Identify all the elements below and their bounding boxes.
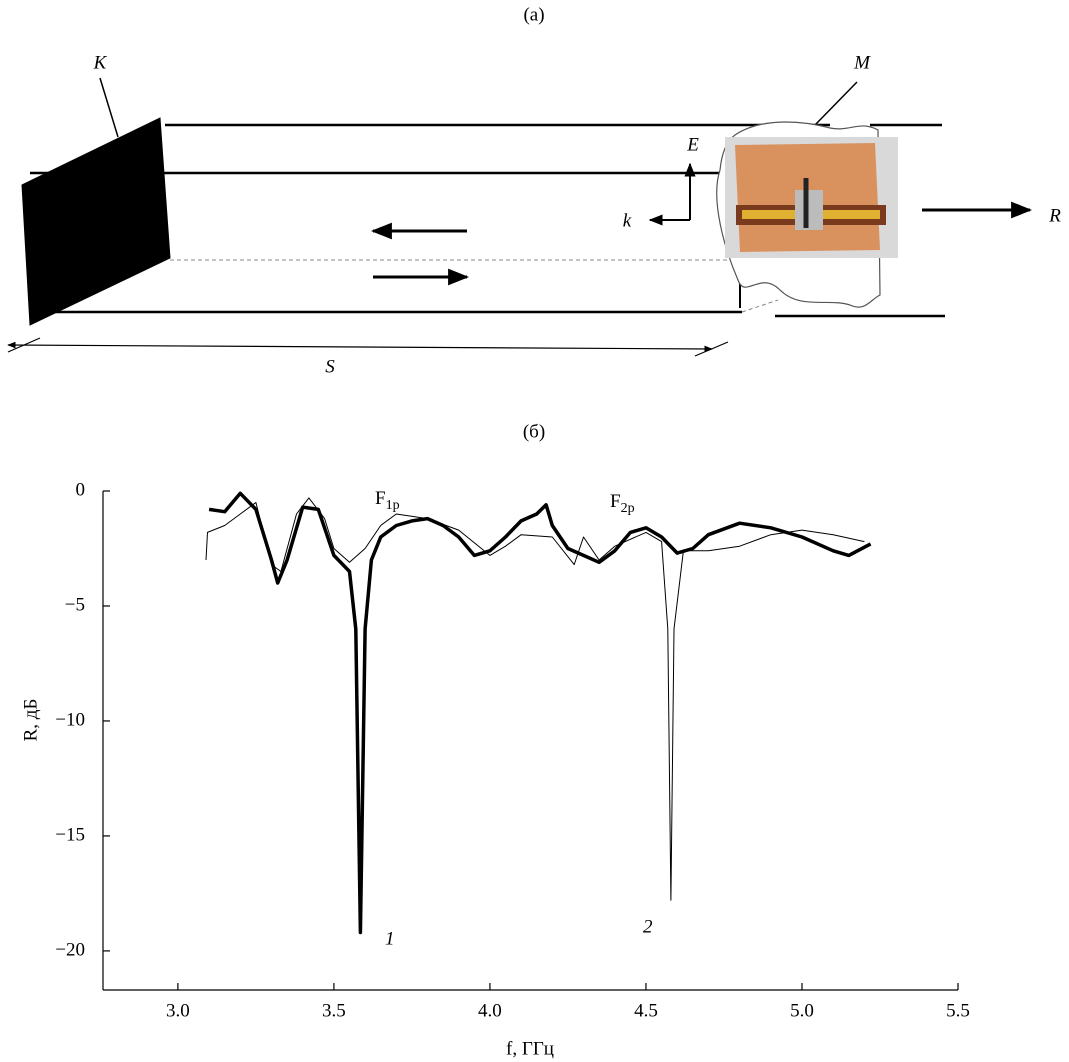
- y-tick-label: −15: [55, 824, 85, 845]
- annotation-sub: 1p: [386, 498, 400, 513]
- series-line: [208, 491, 872, 935]
- y-axis-label: R, дБ: [20, 699, 41, 742]
- series-label: 2: [643, 916, 653, 937]
- annotation: F2p: [610, 491, 635, 516]
- annotation-text: F: [610, 491, 621, 512]
- series-label: 1: [385, 928, 395, 949]
- label-s: S: [325, 356, 335, 377]
- x-tick-label: 4.5: [634, 1000, 658, 1021]
- y-tick-label: −10: [55, 709, 85, 730]
- x-tick-label: 3.0: [166, 1000, 190, 1021]
- series-line: [205, 497, 865, 901]
- x-tick-label: 5.0: [790, 1000, 814, 1021]
- x-tick-label: 3.5: [322, 1000, 346, 1021]
- chart-title: (б): [523, 421, 545, 442]
- x-tick-label: 5.5: [946, 1000, 970, 1021]
- y-tick-label: −20: [55, 939, 85, 960]
- label-e: E: [686, 134, 699, 155]
- x-axis-label: f, ГГц: [506, 1038, 554, 1059]
- panel-label: (а): [523, 4, 544, 25]
- label-k-upper: K: [93, 52, 108, 73]
- y-tick-label: −5: [65, 594, 85, 615]
- label-m: M: [853, 52, 871, 73]
- schematic: [7, 77, 1033, 357]
- annotation-text: F: [375, 488, 386, 509]
- annotation: F1p: [375, 488, 400, 513]
- y-tick-label: 0: [76, 479, 86, 500]
- x-tick-label: 4.0: [478, 1000, 502, 1021]
- annotation-sub: 2p: [621, 501, 635, 516]
- label-r: R: [1048, 205, 1061, 226]
- label-k: k: [623, 210, 632, 231]
